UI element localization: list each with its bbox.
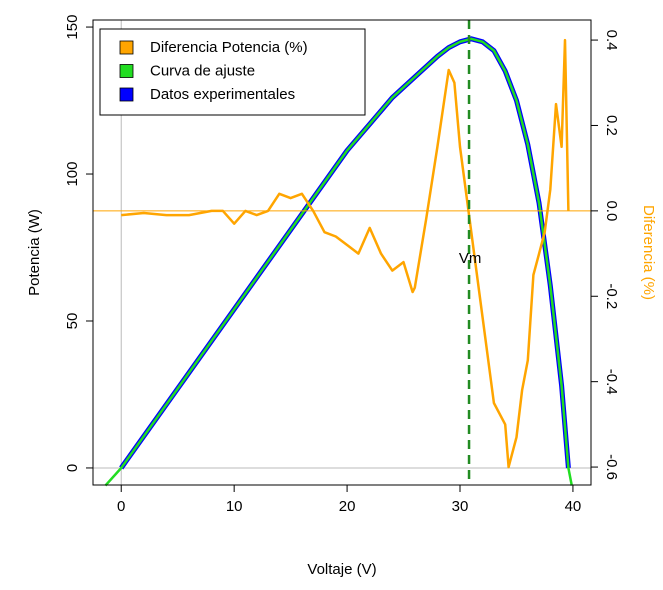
legend-swatch — [119, 64, 134, 78]
x-tick-label: 0 — [117, 498, 125, 515]
y-tick-label: 0 — [64, 464, 81, 472]
x-tick-label: 20 — [339, 498, 356, 515]
y2-tick-label: -0.2 — [603, 283, 620, 309]
legend-swatch — [119, 40, 134, 55]
legend-label: Diferencia Potencia (%) — [150, 39, 308, 56]
legend-swatch — [119, 87, 134, 102]
legend-label: Curva de ajuste — [150, 62, 255, 79]
series-line — [121, 38, 570, 469]
y2-tick-label: 0.4 — [603, 30, 620, 51]
y-axis-label: Potencia (W) — [26, 209, 43, 296]
annotation: Vm — [459, 250, 482, 267]
series-line — [104, 37, 574, 487]
y-tick-label: 150 — [64, 15, 81, 40]
y-tick-label: 100 — [64, 162, 81, 187]
x-axis-label: Voltaje (V) — [307, 561, 376, 578]
y2-tick-label: 0.2 — [603, 115, 620, 136]
x-tick-label: 30 — [452, 498, 469, 515]
legend-box — [99, 28, 366, 116]
y-tick-label: 50 — [64, 313, 81, 330]
x-tick-label: 40 — [565, 498, 582, 515]
y2-tick-label: 0.0 — [603, 200, 620, 221]
x-tick-label: 10 — [226, 498, 243, 515]
plot-frame — [92, 19, 592, 486]
legend-label: Datos experimentales — [150, 86, 295, 103]
y2-tick-label: -0.4 — [603, 369, 620, 395]
y2-axis-label: Diferencia (%) — [640, 205, 657, 300]
y2-tick-label: -0.6 — [603, 454, 620, 480]
